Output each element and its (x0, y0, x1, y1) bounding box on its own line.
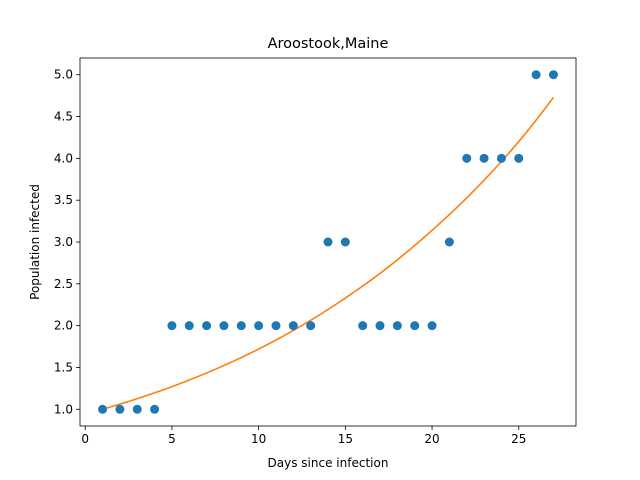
data-point (184, 321, 194, 331)
y-tick-label: 3.5 (54, 193, 73, 207)
data-point (150, 404, 160, 414)
data-point (531, 70, 541, 80)
data-point (444, 237, 454, 247)
chart-title: Aroostook,Maine (268, 36, 389, 52)
y-tick-label: 3.0 (54, 235, 73, 249)
y-axis-label: Population infected (28, 184, 42, 300)
data-point (410, 321, 420, 331)
data-point (514, 153, 524, 163)
data-point (219, 321, 229, 331)
data-point (323, 237, 333, 247)
data-point (427, 321, 437, 331)
data-point (392, 321, 402, 331)
x-tick-label: 20 (424, 432, 439, 446)
data-point (132, 404, 142, 414)
data-point (115, 404, 125, 414)
data-point (496, 153, 506, 163)
y-tick-label: 4.5 (54, 110, 73, 124)
y-tick-label: 5.0 (54, 68, 73, 82)
data-point (306, 321, 316, 331)
data-point (288, 321, 298, 331)
data-point (254, 321, 264, 331)
x-tick-label: 15 (338, 432, 353, 446)
data-point (358, 321, 368, 331)
y-tick-label: 1.0 (54, 402, 73, 416)
y-tick-label: 2.0 (54, 319, 73, 333)
y-tick-label: 4.0 (54, 151, 73, 165)
data-point (479, 153, 489, 163)
data-point (236, 321, 246, 331)
data-point (462, 153, 472, 163)
x-tick-label: 5 (168, 432, 176, 446)
fit-line (102, 96, 555, 411)
data-point (340, 237, 350, 247)
data-point (548, 70, 558, 80)
data-point (271, 321, 281, 331)
plot-area: 0 5 10 15 20 25 1.0 1.5 2.0 2.5 3.0 3.5 4.0 4.5 5.0 (54, 57, 577, 446)
data-point (98, 404, 108, 414)
x-tick-label: 10 (251, 432, 266, 446)
x-tick-label: 25 (511, 432, 526, 446)
data-point (375, 321, 385, 331)
x-axis-label: Days since infection (268, 456, 389, 470)
y-tick-label: 1.5 (54, 360, 73, 374)
data-point (167, 321, 177, 331)
y-tick-label: 2.5 (54, 277, 73, 291)
data-point (202, 321, 212, 331)
x-tick-label: 0 (81, 432, 89, 446)
